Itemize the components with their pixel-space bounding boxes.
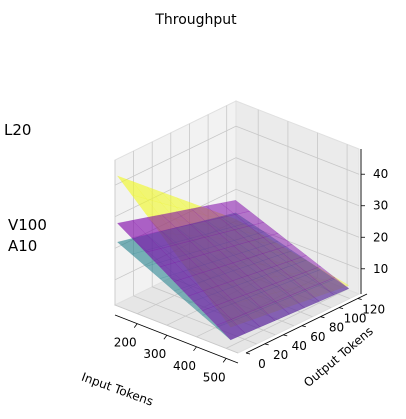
x-axis-label: Input Tokens <box>80 370 156 409</box>
surface-facet <box>262 248 293 266</box>
x-tick-label: 400 <box>173 359 196 373</box>
y-tick <box>301 325 306 328</box>
surface-facet <box>289 289 320 309</box>
surface-facet <box>262 255 293 272</box>
surface-facet <box>290 275 321 292</box>
surface-facet <box>275 288 305 307</box>
y-tick-label: 100 <box>344 312 367 326</box>
surface-facet <box>304 284 335 302</box>
surface-facet <box>276 261 307 275</box>
z-tick-label: 30 <box>373 199 388 213</box>
surface-facet <box>290 271 321 286</box>
z-tick-label: 20 <box>373 230 388 244</box>
surface-facet <box>276 250 307 266</box>
z-tick-label: 40 <box>373 167 388 181</box>
y-tick <box>338 307 344 310</box>
surface-facet <box>291 255 322 273</box>
x-tick-label: 500 <box>203 370 226 384</box>
surface-facet <box>230 313 261 334</box>
grid-line-z <box>114 125 360 186</box>
surface-facet <box>275 273 306 290</box>
surface-facet <box>289 284 320 302</box>
surface-facet <box>304 283 335 302</box>
surface-facet <box>216 319 246 341</box>
x-axis-line <box>114 314 239 364</box>
x-tick <box>222 358 227 363</box>
surface-v100 <box>116 199 350 341</box>
surface-facet <box>275 297 305 315</box>
surface-facet <box>276 251 308 263</box>
x-tick-label: 200 <box>114 336 137 350</box>
surface-facet <box>290 260 322 272</box>
surface-facet <box>246 270 277 289</box>
surface-facet <box>305 269 336 286</box>
surface-facet <box>319 276 350 291</box>
grid-line-y <box>114 160 239 354</box>
z-tick-label: 10 <box>373 262 388 276</box>
surface-facet <box>305 266 336 284</box>
surface-facet <box>290 271 321 290</box>
y-tick <box>283 334 288 337</box>
y-tick <box>264 343 269 346</box>
y-tick-label: 120 <box>362 303 385 317</box>
surface-facet <box>260 301 291 321</box>
y-tick <box>320 316 325 319</box>
x-tick <box>193 346 197 352</box>
y-axis-line <box>245 293 368 354</box>
grid-line-x <box>225 144 348 349</box>
surface-facet <box>247 237 279 254</box>
x-tick-label: 300 <box>143 347 166 361</box>
surface-facet <box>275 295 305 315</box>
chart-title: Throughput <box>154 12 237 28</box>
surface-facet <box>245 307 276 328</box>
y-tick <box>245 352 251 355</box>
surface-facet <box>276 244 307 261</box>
surface-facet <box>276 260 307 278</box>
surface-facet <box>319 277 350 296</box>
surfaces <box>116 175 350 341</box>
grid-line-y <box>133 150 257 345</box>
surface-facet <box>275 280 306 298</box>
series-label-a10: A10 <box>8 237 37 255</box>
y-tick-label: 0 <box>258 357 266 371</box>
surface-facet <box>261 265 292 284</box>
surface-facet <box>305 268 336 282</box>
surface-facet <box>291 259 322 276</box>
surface-facet <box>275 277 306 296</box>
surface-facet <box>304 280 335 297</box>
surface-facet <box>289 290 320 309</box>
x-tick <box>133 323 138 328</box>
series-label-v100: V100 <box>8 216 47 234</box>
surface-facet <box>319 278 350 296</box>
surface-facet <box>276 265 307 282</box>
x-tick <box>163 335 168 340</box>
y-tick-label: 20 <box>273 348 288 362</box>
y-tick <box>357 298 362 300</box>
y-tick-label: 80 <box>329 321 344 335</box>
y-tick-label: 40 <box>292 339 307 353</box>
y-tick-label: 60 <box>310 330 325 344</box>
series-label-l20: L20 <box>4 121 31 139</box>
